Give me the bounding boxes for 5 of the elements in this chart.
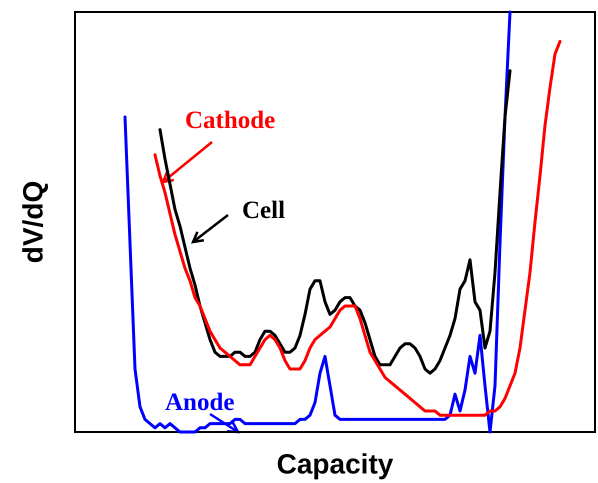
x-axis-title: Capacity xyxy=(276,448,394,480)
y-axis-title: dV/dQ xyxy=(18,180,48,264)
series-label: Cathode xyxy=(185,107,276,134)
text: Cell xyxy=(242,197,286,224)
series-label: Anode xyxy=(165,389,234,416)
